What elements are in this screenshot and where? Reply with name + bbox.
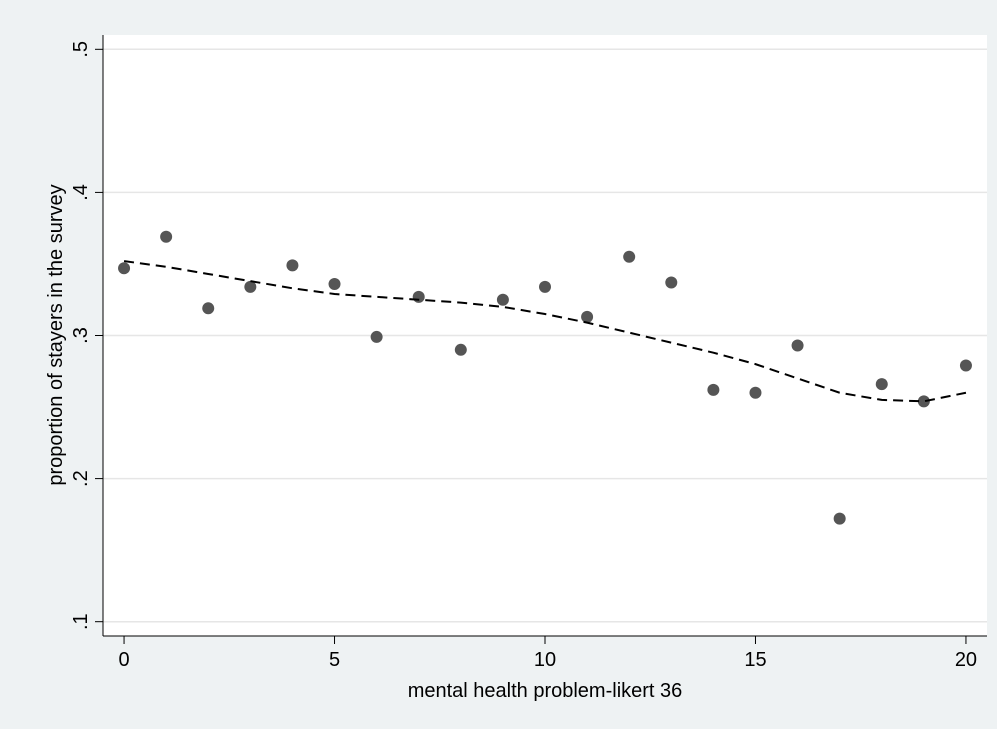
y-tick-label: .4 <box>70 184 92 201</box>
y-tick-label: .3 <box>70 327 92 344</box>
point <box>581 310 594 323</box>
x-axis-title: mental health problem-likert 36 <box>408 680 683 702</box>
point <box>328 277 341 290</box>
point <box>454 343 467 356</box>
point <box>959 359 972 372</box>
y-tick-label: .1 <box>70 613 92 630</box>
y-axis-title: proportion of stayers in the survey <box>45 184 67 485</box>
point <box>875 378 888 391</box>
point <box>623 250 636 263</box>
point <box>244 280 257 293</box>
point <box>370 330 383 343</box>
point <box>791 339 804 352</box>
x-tick-label: 15 <box>744 649 766 671</box>
point <box>160 230 173 243</box>
point <box>412 290 425 303</box>
point <box>286 259 299 272</box>
point <box>118 262 131 275</box>
fit-line <box>123 260 967 403</box>
x-tick-label: 20 <box>955 649 977 671</box>
point <box>539 280 551 293</box>
x-tick-label: 10 <box>534 649 556 671</box>
point <box>917 395 930 408</box>
point <box>833 512 846 525</box>
x-tick-label: 0 <box>118 649 129 671</box>
y-tick-label: .5 <box>70 41 92 58</box>
point <box>749 386 762 399</box>
point <box>665 276 678 289</box>
point <box>707 383 720 396</box>
point <box>202 302 215 315</box>
point <box>496 293 509 306</box>
y-tick-label: .2 <box>70 470 92 487</box>
x-tick-label: 5 <box>329 649 340 671</box>
